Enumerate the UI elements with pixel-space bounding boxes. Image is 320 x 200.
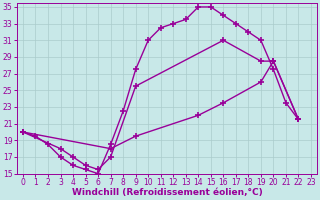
X-axis label: Windchill (Refroidissement éolien,°C): Windchill (Refroidissement éolien,°C) [72,188,262,197]
